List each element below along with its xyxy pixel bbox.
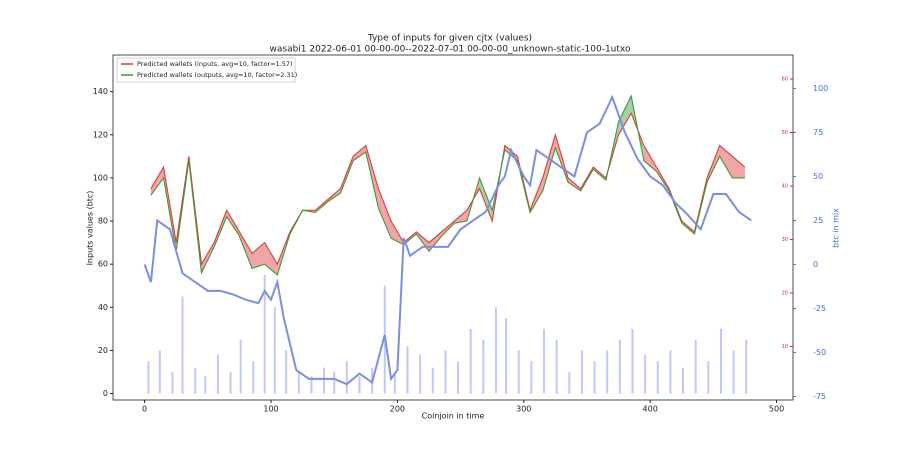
bar	[745, 339, 748, 394]
y2-tick-label: 100	[813, 84, 828, 93]
y2-tick-label: -75	[813, 392, 826, 401]
y2-axis-label: btc in mix	[832, 208, 841, 248]
chart-title: Type of inputs for given cjtx (values)	[367, 34, 532, 44]
bar	[505, 318, 508, 394]
y-axis-label: Inputs values (btc)	[86, 191, 95, 266]
bar	[204, 376, 207, 394]
bar	[216, 354, 219, 394]
bar	[555, 339, 558, 394]
bar	[568, 371, 571, 394]
bar	[263, 274, 266, 394]
bar	[273, 307, 276, 394]
x-tick-label: 0	[142, 405, 147, 414]
bar	[323, 367, 326, 394]
y2-tick-label: 75	[813, 128, 823, 137]
bar	[694, 339, 697, 394]
bar	[345, 361, 348, 394]
y3-tick-label: 10	[782, 344, 788, 350]
bar	[419, 354, 422, 394]
y3-tick-label: 20	[782, 291, 788, 297]
y-tick-label: 100	[93, 173, 108, 182]
y3-tick-label: 50	[782, 130, 788, 136]
bar	[358, 376, 361, 394]
difference-fill	[732, 156, 745, 178]
bar	[517, 350, 520, 394]
legend-box	[116, 57, 296, 83]
bar	[252, 361, 255, 394]
x-tick-label: 500	[769, 405, 784, 414]
y3-tick-label: 60	[782, 77, 788, 83]
y2-tick-label: 0	[813, 260, 818, 269]
bar	[147, 361, 150, 394]
bar	[239, 339, 242, 394]
bar	[656, 361, 659, 394]
legend-label: Predicted wallets (inputs, avg=10, facto…	[137, 60, 293, 68]
legend: Predicted wallets (inputs, avg=10, facto…	[116, 57, 297, 83]
difference-fill	[479, 177, 493, 222]
bar	[593, 361, 596, 394]
bar	[719, 328, 722, 394]
plot-frame	[112, 54, 794, 401]
bar	[580, 350, 583, 394]
y-tick-label: 60	[98, 260, 108, 269]
bar	[297, 371, 300, 394]
y-tick-label: 40	[98, 303, 108, 312]
bar	[194, 367, 197, 394]
y-tick-label: 20	[98, 346, 108, 355]
series-line	[150, 94, 745, 276]
bar	[431, 367, 434, 394]
y2-tick-label: -25	[813, 304, 826, 313]
bar	[482, 339, 485, 394]
difference-fill	[150, 167, 164, 196]
x-tick-label: 300	[516, 405, 531, 414]
bar	[631, 328, 634, 394]
bar	[543, 328, 546, 394]
bar	[171, 371, 174, 394]
y-tick-label: 80	[98, 217, 108, 226]
bar	[618, 339, 621, 394]
plot-area	[143, 94, 752, 394]
x-tick-label: 200	[390, 405, 405, 414]
y3-tick-label: 40	[782, 184, 788, 190]
y-tick-label: 120	[93, 130, 108, 139]
y3-tick-label: 30	[782, 237, 788, 243]
bar	[644, 354, 647, 394]
x-tick-label: 400	[643, 405, 658, 414]
difference-fill	[542, 134, 556, 191]
bar	[530, 361, 533, 394]
y-tick-label: 140	[93, 87, 108, 96]
bar	[494, 307, 497, 394]
bar	[682, 367, 685, 394]
difference-fill	[353, 145, 366, 161]
legend-label: Predicted wallets (outputs, avg=10, fact…	[137, 71, 297, 79]
bar	[285, 350, 288, 394]
bar	[333, 371, 336, 394]
bar	[732, 350, 735, 394]
bar	[606, 350, 609, 394]
y2-tick-label: 25	[813, 216, 823, 225]
bar	[406, 346, 409, 394]
bar	[457, 361, 460, 394]
y2-tick-label: -50	[813, 348, 826, 357]
x-axis-label: Coinjoin in time	[422, 412, 485, 421]
bar	[158, 350, 161, 394]
y-tick-label: 0	[103, 389, 108, 398]
bar	[181, 296, 184, 394]
bar	[669, 350, 672, 394]
series-line	[150, 111, 746, 266]
y2-tick-label: 50	[813, 172, 823, 181]
bar	[444, 350, 447, 394]
difference-fill	[378, 188, 392, 239]
x-tick-label: 100	[263, 405, 278, 414]
series-line	[143, 94, 752, 386]
bar	[310, 376, 313, 394]
bar	[229, 371, 232, 394]
chart-subtitle: wasabi1 2022-06-01 00-00-00--2022-07-01 …	[270, 45, 631, 55]
bar	[707, 361, 710, 394]
bar	[469, 328, 472, 394]
bar	[393, 371, 396, 394]
difference-fill	[252, 242, 265, 269]
